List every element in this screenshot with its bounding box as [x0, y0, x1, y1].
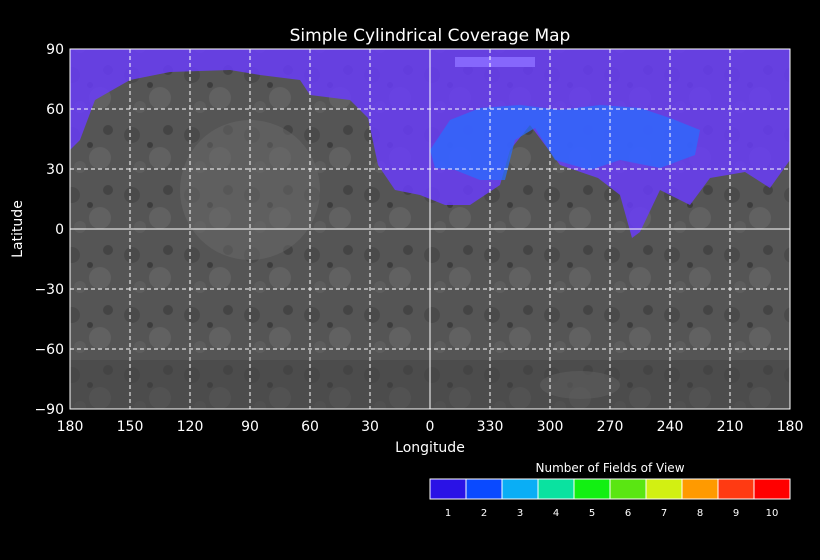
- lon-tick-label: 30: [361, 419, 379, 435]
- lon-tick-label: 150: [117, 419, 144, 435]
- legend-level-label: 6: [625, 508, 631, 519]
- y-axis-label: Latitude: [10, 200, 26, 258]
- polar-strip: [455, 57, 535, 67]
- overlap-coverage: [430, 105, 700, 180]
- longitude-ticks: 180 150 120 90 60 30 0 330 300 270 240 210 180: [57, 419, 804, 435]
- lat-tick-label: −30: [34, 282, 64, 298]
- legend-swatch: [609, 478, 647, 500]
- legend-swatch: [537, 478, 575, 500]
- grid: [70, 49, 790, 409]
- x-axis-label: Longitude: [395, 440, 465, 456]
- legend-swatch: [465, 478, 503, 500]
- legend-level-label: 1: [445, 508, 451, 519]
- lon-tick-label: 0: [426, 419, 435, 435]
- lat-tick-label: 30: [46, 162, 64, 178]
- lon-tick-label: 180: [777, 419, 804, 435]
- lat-tick-label: −90: [34, 402, 64, 418]
- legend-level-label: 2: [481, 508, 487, 519]
- legend: 1 2 3 4 5 6 7 8 9 10: [429, 478, 791, 519]
- lon-tick-label: 60: [301, 419, 319, 435]
- legend-swatch: [681, 478, 719, 500]
- lat-tick-label: 0: [55, 222, 64, 238]
- legend-level-label: 7: [661, 508, 667, 519]
- legend-swatch: [717, 478, 755, 500]
- legend-level-label: 3: [517, 508, 523, 519]
- legend-level-label: 10: [766, 508, 779, 519]
- legend-level-label: 8: [697, 508, 703, 519]
- legend-level-label: 5: [589, 508, 595, 519]
- lat-tick-label: 90: [46, 42, 64, 58]
- map-title: Simple Cylindrical Coverage Map: [290, 26, 571, 46]
- lon-tick-label: 120: [177, 419, 204, 435]
- lon-tick-label: 90: [241, 419, 259, 435]
- legend-swatch: [501, 478, 539, 500]
- lon-tick-label: 210: [717, 419, 744, 435]
- latitude-ticks: 90 60 30 0 −30 −60 −90: [34, 42, 64, 418]
- lon-tick-label: 270: [597, 419, 624, 435]
- lat-tick-label: −60: [34, 342, 64, 358]
- legend-swatch: [753, 478, 791, 500]
- legend-title: Number of Fields of View: [535, 461, 684, 475]
- legend-swatch: [573, 478, 611, 500]
- lon-tick-label: 180: [57, 419, 84, 435]
- legend-swatch: [429, 478, 467, 500]
- lon-tick-label: 240: [657, 419, 684, 435]
- map-frame: [69, 48, 791, 410]
- legend-level-label: 9: [733, 508, 739, 519]
- lon-tick-label: 330: [477, 419, 504, 435]
- lat-tick-label: 60: [46, 102, 64, 118]
- lon-tick-label: 300: [537, 419, 564, 435]
- legend-swatch: [645, 478, 683, 500]
- legend-level-label: 4: [553, 508, 559, 519]
